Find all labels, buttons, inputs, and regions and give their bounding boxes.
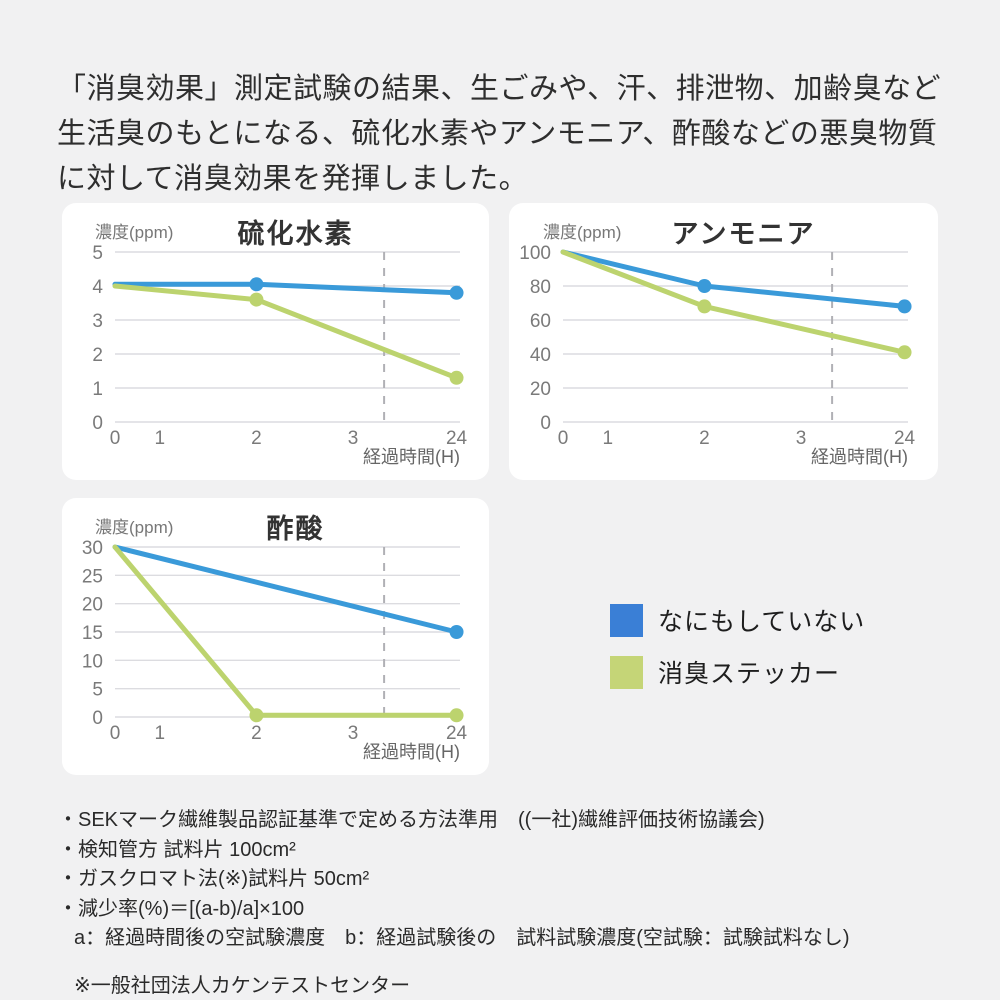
y-tick-label: 40 bbox=[530, 345, 551, 366]
y-tick-label: 4 bbox=[92, 277, 103, 298]
footnote-line: ・減少率(%)＝[(a-b)/a]×100 bbox=[58, 897, 305, 920]
y-tick-label: 30 bbox=[82, 538, 103, 559]
x-tick-label: 0 bbox=[110, 428, 121, 449]
x-tick-label: 3 bbox=[348, 723, 359, 744]
data-point bbox=[249, 292, 264, 307]
legend: なにもしていない 消臭ステッカー bbox=[610, 603, 865, 707]
footnote-line: ・検知管方 試料片 100cm² bbox=[58, 838, 296, 861]
x-tick-label: 3 bbox=[348, 428, 359, 449]
legend-swatch-blue bbox=[610, 603, 643, 637]
y-tick-label: 15 bbox=[82, 623, 103, 644]
y-axis-unit-label: 濃度(ppm) bbox=[543, 223, 621, 242]
footnote-line: ・SEKマーク繊維製品認証基準で定める方法準用 ((一社)繊維評価技術協議会) bbox=[58, 809, 765, 831]
y-tick-label: 1 bbox=[92, 379, 103, 400]
legend-item-untreated: なにもしていない bbox=[610, 603, 865, 637]
x-axis-label: 経過時間(H) bbox=[811, 447, 908, 467]
y-tick-label: 20 bbox=[530, 379, 551, 400]
x-tick-label: 2 bbox=[699, 428, 710, 449]
data-point bbox=[449, 370, 464, 385]
chart-card-ammonia: 100 80 60 40 20 0 0 1 2 3 24 濃度(ppm) アンモニア経過時間(H) bbox=[509, 203, 938, 480]
y-axis-unit-label: 濃度(ppm) bbox=[95, 223, 173, 242]
data-point bbox=[249, 708, 264, 723]
series-line-green bbox=[112, 544, 460, 718]
chart-title: アンモニア bbox=[672, 219, 816, 249]
x-tick-label: 1 bbox=[155, 428, 166, 449]
data-point bbox=[449, 708, 464, 723]
y-tick-label: 5 bbox=[92, 243, 103, 264]
x-tick-label: 24 bbox=[446, 428, 468, 449]
series-line-blue bbox=[560, 249, 908, 309]
data-point bbox=[697, 279, 712, 293]
chart-title: 硫化水素 bbox=[238, 218, 354, 249]
legend-label-deodorant-sticker: 消臭ステッカー bbox=[658, 660, 841, 688]
y-tick-label: 0 bbox=[92, 413, 103, 434]
x-tick-label: 1 bbox=[155, 723, 166, 744]
x-tick-label: 3 bbox=[796, 428, 807, 449]
footnotes: ・SEKマーク繊維製品認証基準で定める方法準用 ((一社)繊維評価技術協議会) … bbox=[58, 806, 958, 1000]
y-tick-label: 20 bbox=[82, 595, 103, 616]
y-tick-label: 5 bbox=[92, 680, 103, 701]
legend-item-deodorant-sticker: 消臭ステッカー bbox=[610, 655, 865, 689]
footnote-line-testing-center: ※一般社団法人カケンテストセンター bbox=[74, 974, 411, 997]
header-text: 「消臭効果」測定試験の結果、生ごみや、汗、排泄物、加齢臭など生活臭のもとになる、… bbox=[57, 73, 942, 195]
y-axis-unit-label: 濃度(ppm) bbox=[95, 518, 173, 537]
y-tick-label: 10 bbox=[82, 651, 103, 672]
y-tick-label: 25 bbox=[82, 566, 103, 587]
x-axis-label: 経過時間(H) bbox=[363, 742, 460, 762]
chart-title: 酢酸 bbox=[267, 514, 325, 544]
data-point bbox=[449, 625, 464, 639]
y-tick-label: 2 bbox=[92, 345, 103, 366]
data-point bbox=[897, 345, 912, 360]
x-tick-label: 24 bbox=[446, 723, 468, 744]
x-tick-label: 24 bbox=[894, 428, 916, 449]
y-tick-label: 3 bbox=[92, 311, 103, 332]
data-point bbox=[449, 285, 464, 300]
x-tick-label: 0 bbox=[110, 723, 121, 744]
legend-label-untreated: なにもしていない bbox=[658, 608, 866, 636]
x-axis-label: 経過時間(H) bbox=[363, 447, 460, 467]
x-tick-label: 2 bbox=[251, 428, 262, 449]
x-tick-label: 2 bbox=[251, 723, 262, 744]
data-point bbox=[897, 299, 912, 314]
chart-card-acetic-acid: 30 25 20 15 10 5 0 0 1 2 3 24 濃度(ppm) 酢酸経過時間(H) bbox=[62, 498, 489, 775]
legend-swatch-green bbox=[610, 655, 643, 689]
chart-card-hydrogen-sulfide: 5 4 3 2 1 0 0 1 2 3 24 濃度(ppm) 硫化水素経過時間(H) bbox=[62, 203, 489, 480]
x-tick-label: 0 bbox=[558, 428, 569, 449]
y-tick-label: 100 bbox=[519, 243, 551, 264]
y-tick-label: 0 bbox=[540, 413, 551, 434]
data-point bbox=[697, 299, 712, 314]
y-tick-label: 80 bbox=[530, 277, 551, 298]
y-tick-label: 0 bbox=[92, 708, 103, 729]
series-line-blue bbox=[112, 544, 460, 635]
y-tick-label: 60 bbox=[530, 311, 551, 332]
x-tick-label: 1 bbox=[603, 428, 614, 449]
data-point bbox=[249, 277, 264, 292]
footnote-line: ・ガスクロマト法(※)試料片 50cm² bbox=[58, 868, 370, 890]
footnote-line: a：経過時間後の空試験濃度 b：経過試験後の 試料試験濃度(空試験：試験試料なし… bbox=[74, 927, 850, 949]
series-line-green bbox=[112, 283, 460, 381]
